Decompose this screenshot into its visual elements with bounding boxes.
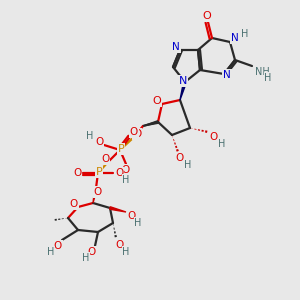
Text: O: O <box>209 132 217 142</box>
Text: H: H <box>184 160 192 170</box>
Text: H: H <box>264 73 272 83</box>
Text: N: N <box>223 70 231 80</box>
Polygon shape <box>110 207 126 212</box>
Text: N: N <box>231 33 239 43</box>
Text: O: O <box>115 168 123 178</box>
Text: H: H <box>47 247 55 257</box>
Text: N: N <box>172 42 180 52</box>
Polygon shape <box>180 82 186 100</box>
Text: H: H <box>122 175 130 185</box>
Text: O: O <box>116 240 124 250</box>
Text: H: H <box>82 253 90 263</box>
Text: O: O <box>202 11 211 21</box>
Text: O: O <box>73 168 81 178</box>
Text: H: H <box>241 29 249 39</box>
Text: NH: NH <box>255 67 270 77</box>
Text: P: P <box>118 144 124 154</box>
Text: H: H <box>134 218 142 228</box>
Text: O: O <box>101 154 109 164</box>
Text: O: O <box>54 241 62 251</box>
Polygon shape <box>93 188 97 203</box>
Text: N: N <box>179 76 187 86</box>
Text: O: O <box>133 129 141 139</box>
Text: O: O <box>88 247 96 257</box>
Text: H: H <box>122 247 130 257</box>
Text: O: O <box>94 187 102 197</box>
Text: O: O <box>128 211 136 221</box>
Text: O: O <box>122 165 130 175</box>
Text: O: O <box>176 153 184 163</box>
Text: O: O <box>70 199 78 209</box>
Text: H: H <box>218 139 226 149</box>
Polygon shape <box>143 121 158 126</box>
Text: O: O <box>95 137 103 147</box>
Text: P: P <box>96 167 102 177</box>
Text: O: O <box>153 96 161 106</box>
Text: O: O <box>130 127 138 137</box>
Text: H: H <box>86 131 94 141</box>
